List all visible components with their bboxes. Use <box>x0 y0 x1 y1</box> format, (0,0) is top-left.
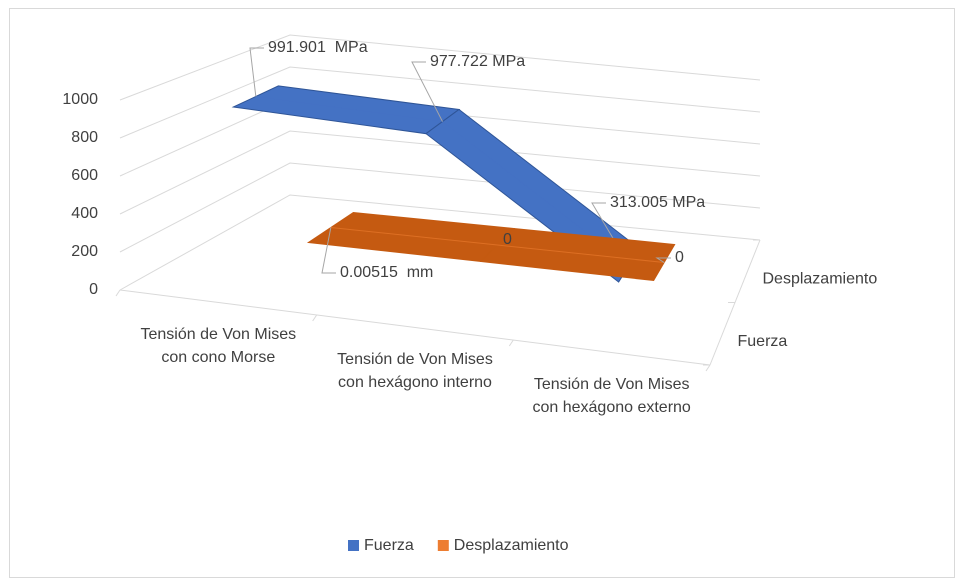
depth-tick-label: Desplazamiento <box>763 270 878 287</box>
legend-label: Desplazamiento <box>454 537 569 554</box>
leader-line <box>655 257 671 263</box>
x-tick <box>115 289 121 297</box>
x-tick <box>508 339 514 347</box>
data-label: 0 <box>675 249 684 266</box>
x-tick-label: Tensión de Von Mises con cono Morse <box>140 325 297 366</box>
y-tick-label: 400 <box>71 205 98 222</box>
legend-swatch <box>437 540 449 551</box>
grid-line <box>119 34 761 101</box>
data-label: 313.005 MPa <box>610 194 705 211</box>
series-line <box>255 95 630 266</box>
x-tick-label: Tensión de Von Mises con hexágono extern… <box>532 375 691 416</box>
leader-line <box>249 47 264 97</box>
data-label: 0 <box>503 231 512 248</box>
x-tick <box>705 364 711 372</box>
y-tick-label: 600 <box>71 167 98 184</box>
data-label: 991.901 MPa <box>268 39 368 56</box>
x-tick <box>312 314 318 322</box>
leader-line <box>411 61 443 122</box>
grid-line <box>119 66 761 139</box>
series-line <box>330 227 665 263</box>
chart-frame <box>9 8 955 578</box>
data-label: 977.722 MPa <box>430 53 525 70</box>
x-axis-line <box>119 289 711 366</box>
x-tick-label: Tensión de Von Mises con hexágono intern… <box>337 350 493 391</box>
y-tick-label: 800 <box>71 129 98 146</box>
y-tick-label: 0 <box>89 281 98 298</box>
y-tick-label: 200 <box>71 243 98 260</box>
depth-tick-label: Fuerza <box>738 333 788 350</box>
grid-line <box>119 130 761 215</box>
legend-swatch <box>348 540 359 551</box>
leader-line <box>321 227 336 274</box>
legend-label: Fuerza <box>364 537 414 554</box>
y-tick-label: 1000 <box>62 91 98 108</box>
ribbon-face <box>479 227 676 282</box>
data-label: 0.00515 mm <box>340 264 433 281</box>
grid-line <box>119 162 761 253</box>
